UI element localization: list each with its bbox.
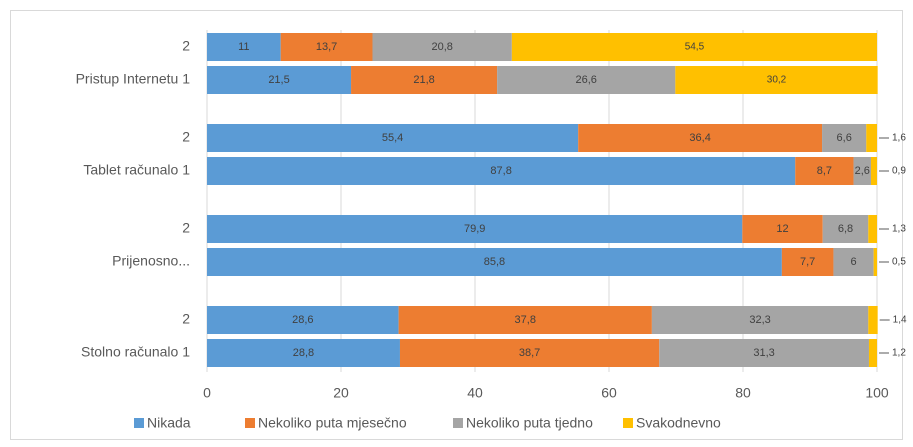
data-label: 36,4: [689, 132, 710, 144]
data-label: 8,7: [817, 165, 832, 177]
legend-label: Nekoliko puta tjedno: [466, 415, 593, 431]
legend-swatch: [623, 418, 633, 428]
x-tick-label: 40: [467, 385, 483, 401]
data-label: 37,8: [515, 314, 536, 326]
bar-segment: [207, 157, 796, 185]
data-label: 21,8: [413, 74, 434, 86]
bar-segment: [833, 248, 874, 276]
bar-segment: [207, 66, 352, 94]
x-tick-label: 100: [865, 385, 889, 401]
bar-segment: [280, 33, 373, 61]
y-tick-label: 2: [182, 311, 190, 327]
y-tick-label: Pristup Internetu 1: [76, 71, 191, 87]
data-label: 1,2: [892, 348, 906, 359]
data-label: 6,6: [837, 132, 852, 144]
data-label: 32,3: [749, 314, 770, 326]
x-tick-label: 80: [735, 385, 751, 401]
legend-swatch: [453, 418, 463, 428]
data-label: 6: [850, 256, 856, 268]
data-label: 38,7: [519, 347, 540, 359]
bar-segment: [868, 306, 878, 334]
bar-segment: [868, 215, 877, 243]
x-tick-label: 20: [333, 385, 349, 401]
bar-segment: [822, 215, 869, 243]
y-tick-label: Prijenosno...: [112, 253, 190, 269]
data-label: 0,9: [892, 166, 906, 177]
bar-segment: [207, 248, 782, 276]
bar-segment: [399, 339, 660, 367]
x-tick-label: 0: [203, 385, 211, 401]
bar-segment: [207, 124, 579, 152]
data-label: 87,8: [490, 165, 511, 177]
data-label: 85,8: [484, 256, 505, 268]
data-label: 55,4: [382, 132, 403, 144]
legend-label: Nekoliko puta mjesečno: [258, 415, 407, 431]
y-tick-label: 2: [182, 220, 190, 236]
data-label: 26,6: [576, 74, 597, 86]
bar-segment: [497, 66, 676, 94]
data-label: 28,8: [293, 347, 314, 359]
data-label: 21,5: [268, 74, 289, 86]
y-tick-label: 2: [182, 38, 190, 54]
bar-segment: [853, 157, 871, 185]
y-tick-label: Stolno računalo 1: [81, 344, 190, 360]
bar-segment: [207, 339, 400, 367]
bar-segment: [372, 33, 512, 61]
bar-segment: [742, 215, 823, 243]
data-label: 28,6: [292, 314, 313, 326]
bar-segment: [351, 66, 498, 94]
data-label: 11: [238, 41, 249, 53]
legend-swatch: [245, 418, 255, 428]
bar-segment: [207, 306, 399, 334]
data-label: 13,7: [316, 41, 337, 53]
data-label: 7,7: [800, 256, 815, 268]
bar-segment: [822, 124, 867, 152]
bar-segment: [207, 33, 281, 61]
data-label: 2,6: [855, 165, 870, 177]
bar-segment: [659, 339, 869, 367]
data-label: 30,2: [767, 75, 787, 86]
bar-segment: [651, 306, 869, 334]
bar-segment: [578, 124, 823, 152]
bar-segment: [207, 215, 743, 243]
bar-segment: [781, 248, 834, 276]
data-label: 1,6: [892, 133, 906, 144]
bar-segment: [795, 157, 854, 185]
bar-segment: [868, 339, 877, 367]
bar-segment: [866, 124, 877, 152]
data-label: 20,8: [431, 41, 452, 53]
bar-segment: [870, 157, 877, 185]
bar-segment: [873, 248, 877, 276]
data-label: 79,9: [464, 223, 485, 235]
legend-label: Nikada: [147, 415, 191, 431]
bar-segment: [398, 306, 652, 334]
bar-segment: [675, 66, 878, 94]
data-label: 12: [776, 223, 788, 235]
y-tick-label: 2: [182, 129, 190, 145]
y-tick-label: Tablet računalo 1: [83, 162, 190, 178]
bar-segment: [511, 33, 877, 61]
data-label: 6,8: [838, 223, 853, 235]
data-label: 1,3: [892, 224, 906, 235]
legend-swatch: [134, 418, 144, 428]
data-label: 54,5: [685, 42, 705, 53]
x-tick-label: 60: [601, 385, 617, 401]
data-label: 31,3: [753, 347, 774, 359]
data-label: 0,5: [892, 257, 906, 268]
legend-label: Svakodnevno: [636, 415, 721, 431]
data-label: 1,4: [893, 315, 907, 326]
